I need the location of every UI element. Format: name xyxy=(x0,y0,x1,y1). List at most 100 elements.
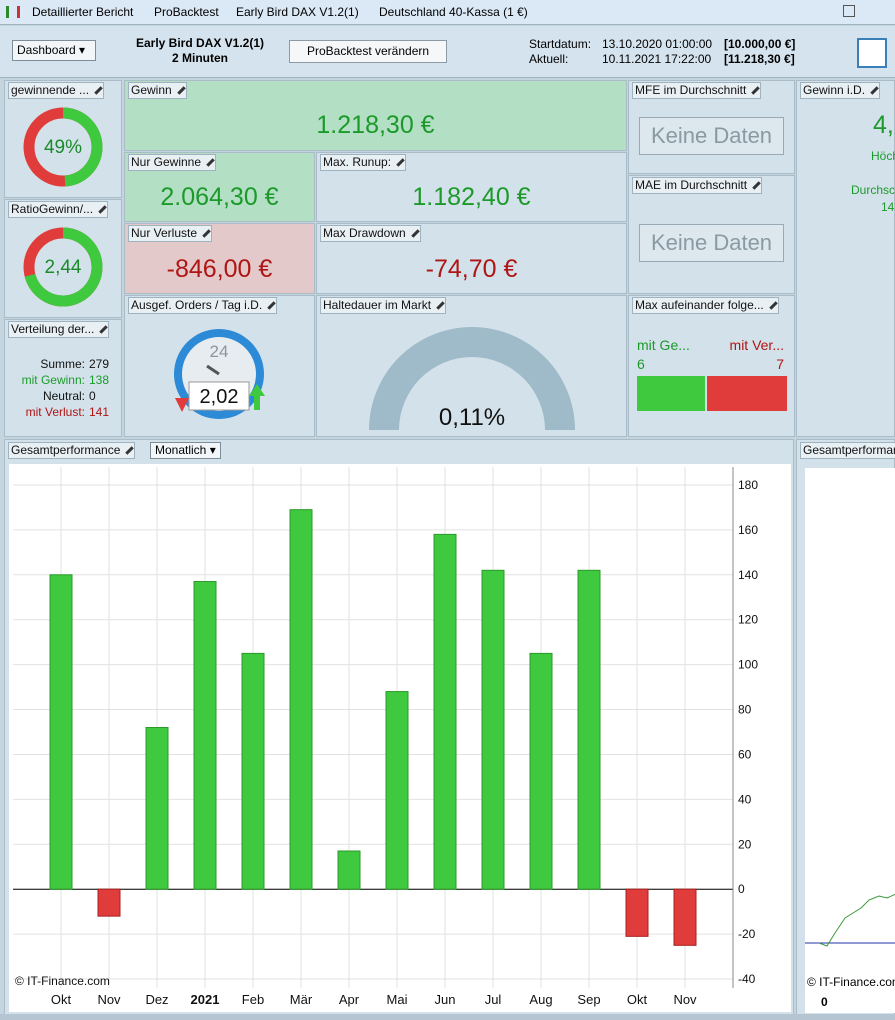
y-tick-label: 100 xyxy=(738,658,758,672)
gauge-box xyxy=(188,381,250,411)
chart-title: Gesamtperformance xyxy=(800,442,895,459)
losses-bar xyxy=(707,376,787,411)
donut-label: 49% xyxy=(44,137,82,158)
tile-title: Verteilung der... xyxy=(8,321,110,338)
dropdown-label: Dashboard xyxy=(17,43,76,57)
holding-tile: Haltedauer im Markt 0,11% xyxy=(316,295,627,437)
x-tick-label: Aug xyxy=(529,992,552,1007)
current-label: Aktuell: xyxy=(529,52,569,66)
app-icon xyxy=(6,6,20,18)
x-tick-label: Jun xyxy=(435,992,456,1007)
tile-title: Haltedauer im Markt xyxy=(320,297,447,314)
streaks-tile: Max aufeinander folge... mit Ge... mit V… xyxy=(628,295,795,437)
mfe-tile: MFE im Durchschnitt Keine Daten xyxy=(628,80,795,174)
distribution-value: 141 xyxy=(89,405,110,419)
y-tick-label: 160 xyxy=(738,523,758,537)
tile-value: 1.218,30 € xyxy=(316,111,435,139)
x-tick-label: Okt xyxy=(51,992,72,1007)
bar xyxy=(673,888,697,946)
credit: © IT-Finance.com xyxy=(807,975,895,989)
runup-tile: Max. Runup: 1.182,40 € xyxy=(316,152,627,222)
start-capital: [10.000,00 €] xyxy=(724,37,796,51)
donut-arc xyxy=(23,107,103,187)
y-tick-label: 20 xyxy=(738,837,752,851)
tile-title: Max Drawdown xyxy=(320,225,421,242)
y-tick-label: -40 xyxy=(738,972,756,986)
bar xyxy=(289,509,313,890)
losses-label: mit Ver... xyxy=(729,337,784,353)
donut: 2,44 xyxy=(23,227,103,307)
tab[interactable]: ProBacktest xyxy=(154,5,219,19)
tile-title: gewinnende ... xyxy=(8,82,105,99)
distribution-list: Summe: 279 mit Gewinn: 138 Neutral: 0 mit Verl… xyxy=(5,356,123,420)
x-tick-label: 0 xyxy=(821,995,828,1009)
win-rate-tile: gewinnende ... 49% xyxy=(4,80,122,198)
y-tick-label: 140 xyxy=(738,568,758,582)
donut-label: 2,44 xyxy=(45,257,82,278)
tile-title: Gewinn i.D. xyxy=(800,82,881,99)
credit: © IT-Finance.com xyxy=(15,974,110,988)
scrollbar[interactable] xyxy=(0,1014,895,1020)
modify-button[interactable]: ProBacktest verändern xyxy=(289,40,447,63)
equity-line xyxy=(818,893,895,947)
bar xyxy=(241,652,265,890)
gains-tile: Nur Gewinne 2.064,30 € xyxy=(124,152,315,222)
bar xyxy=(433,533,457,890)
bar xyxy=(625,888,649,937)
tab[interactable]: Early Bird DAX V1.2(1) xyxy=(236,5,359,19)
x-tick-label: Feb xyxy=(242,992,264,1007)
distribution-value: 138 xyxy=(89,373,110,387)
y-tick-label: 180 xyxy=(738,478,758,492)
tile-title: RatioGewinn/... xyxy=(8,201,109,218)
no-data: Keine Daten xyxy=(639,224,784,262)
distribution-row: mit Gewinn: 138 xyxy=(5,372,123,388)
bar xyxy=(193,581,217,890)
losses-value: 7 xyxy=(776,356,784,372)
side-avg-value: 14 xyxy=(881,200,895,214)
arrow-down xyxy=(175,398,189,412)
distribution-label: mit Verlust: xyxy=(25,405,85,419)
x-tick-label: Jul xyxy=(485,992,502,1007)
wins-label: mit Ge... xyxy=(637,337,690,353)
y-tick-label: 60 xyxy=(738,747,752,761)
side-tile: Gewinn i.D. 4, Höch Durchsc 14 xyxy=(796,80,895,437)
side-chart-panel: Gesamtperformance © IT-Finance.com 0 xyxy=(796,439,895,1017)
x-tick-label: Dez xyxy=(145,992,168,1007)
dashboard-dropdown[interactable]: Dashboard ▾ xyxy=(12,40,96,61)
x-tick-label: Nov xyxy=(673,992,697,1007)
current-date: 10.11.2021 17:22:00 xyxy=(602,52,712,66)
dropdown-label: Monatlich xyxy=(155,443,207,457)
x-tick-label: Sep xyxy=(577,992,600,1007)
arrow-up xyxy=(249,384,265,410)
strategy-name: Early Bird DAX V1.2(1) xyxy=(135,36,265,50)
tile-title: Max aufeinander folge... xyxy=(632,297,779,314)
gauge-hand xyxy=(206,364,220,376)
y-tick-label: 120 xyxy=(738,613,758,627)
distribution-label: Summe: xyxy=(40,357,85,371)
mae-tile: MAE im Durchschnitt Keine Daten xyxy=(628,175,795,294)
distribution-value: 279 xyxy=(89,357,110,371)
bar xyxy=(337,850,361,890)
tab[interactable]: Detaillierter Bericht xyxy=(32,5,134,19)
x-tick-label: Nov xyxy=(97,992,121,1007)
window-controls[interactable] xyxy=(843,5,855,17)
period-dropdown[interactable]: Monatlich ▾ xyxy=(150,442,221,459)
x-tick-label: Mai xyxy=(387,992,408,1007)
distribution-row: Neutral: 0 xyxy=(5,388,123,404)
tab[interactable]: Deutschland 40-Kassa (1 €) xyxy=(379,5,528,19)
wins-bar xyxy=(637,376,706,411)
wins-value: 6 xyxy=(637,356,645,372)
bar xyxy=(481,569,505,890)
start-date: 13.10.2020 01:00:00 xyxy=(602,37,713,51)
gauge-value: 2,02 xyxy=(200,386,239,408)
tile-title: Nur Gewinne xyxy=(128,154,217,171)
distribution-row: Summe: 279 xyxy=(5,356,123,372)
donut: 49% xyxy=(23,107,103,187)
gauge-arc xyxy=(369,327,575,430)
side-avg: Durchsc xyxy=(851,183,895,197)
losses-tile: Nur Verluste -846,00 € xyxy=(124,223,315,294)
report-icon[interactable] xyxy=(857,38,887,68)
current-capital: [11.218,30 €] xyxy=(724,52,795,66)
tile-title: Nur Verluste xyxy=(128,225,213,242)
